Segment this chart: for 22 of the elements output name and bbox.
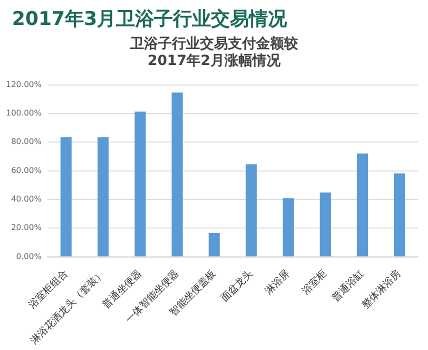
bar [172,92,183,256]
bar [320,192,331,256]
bar [60,137,72,256]
x-tick-label: 浴室柜 [300,268,330,298]
x-tick-label: 面盆龙头 [218,268,256,304]
bar [394,173,406,256]
bar [356,153,368,256]
y-tick-label: 60.00% [11,166,42,175]
y-tick-label: 120.00% [6,80,42,89]
y-tick-label: 100.00% [6,108,42,118]
y-tick-label: 0.00% [16,252,42,261]
y-tick-label: 40.00% [11,194,42,204]
bar [208,233,220,256]
chart-subtitle: 卫浴子行业交易支付金额较2017年2月涨幅情况 [129,36,299,71]
bar [282,198,294,256]
bar [246,164,257,256]
y-tick-label: 20.00% [11,223,42,232]
x-tick-label: 淋浴屏 [262,268,292,298]
bar [98,137,109,256]
y-tick-label: 80.00% [11,137,42,146]
chart-title: 2017年3月卫浴子行业交易情况 [11,7,288,32]
bar [134,112,146,256]
